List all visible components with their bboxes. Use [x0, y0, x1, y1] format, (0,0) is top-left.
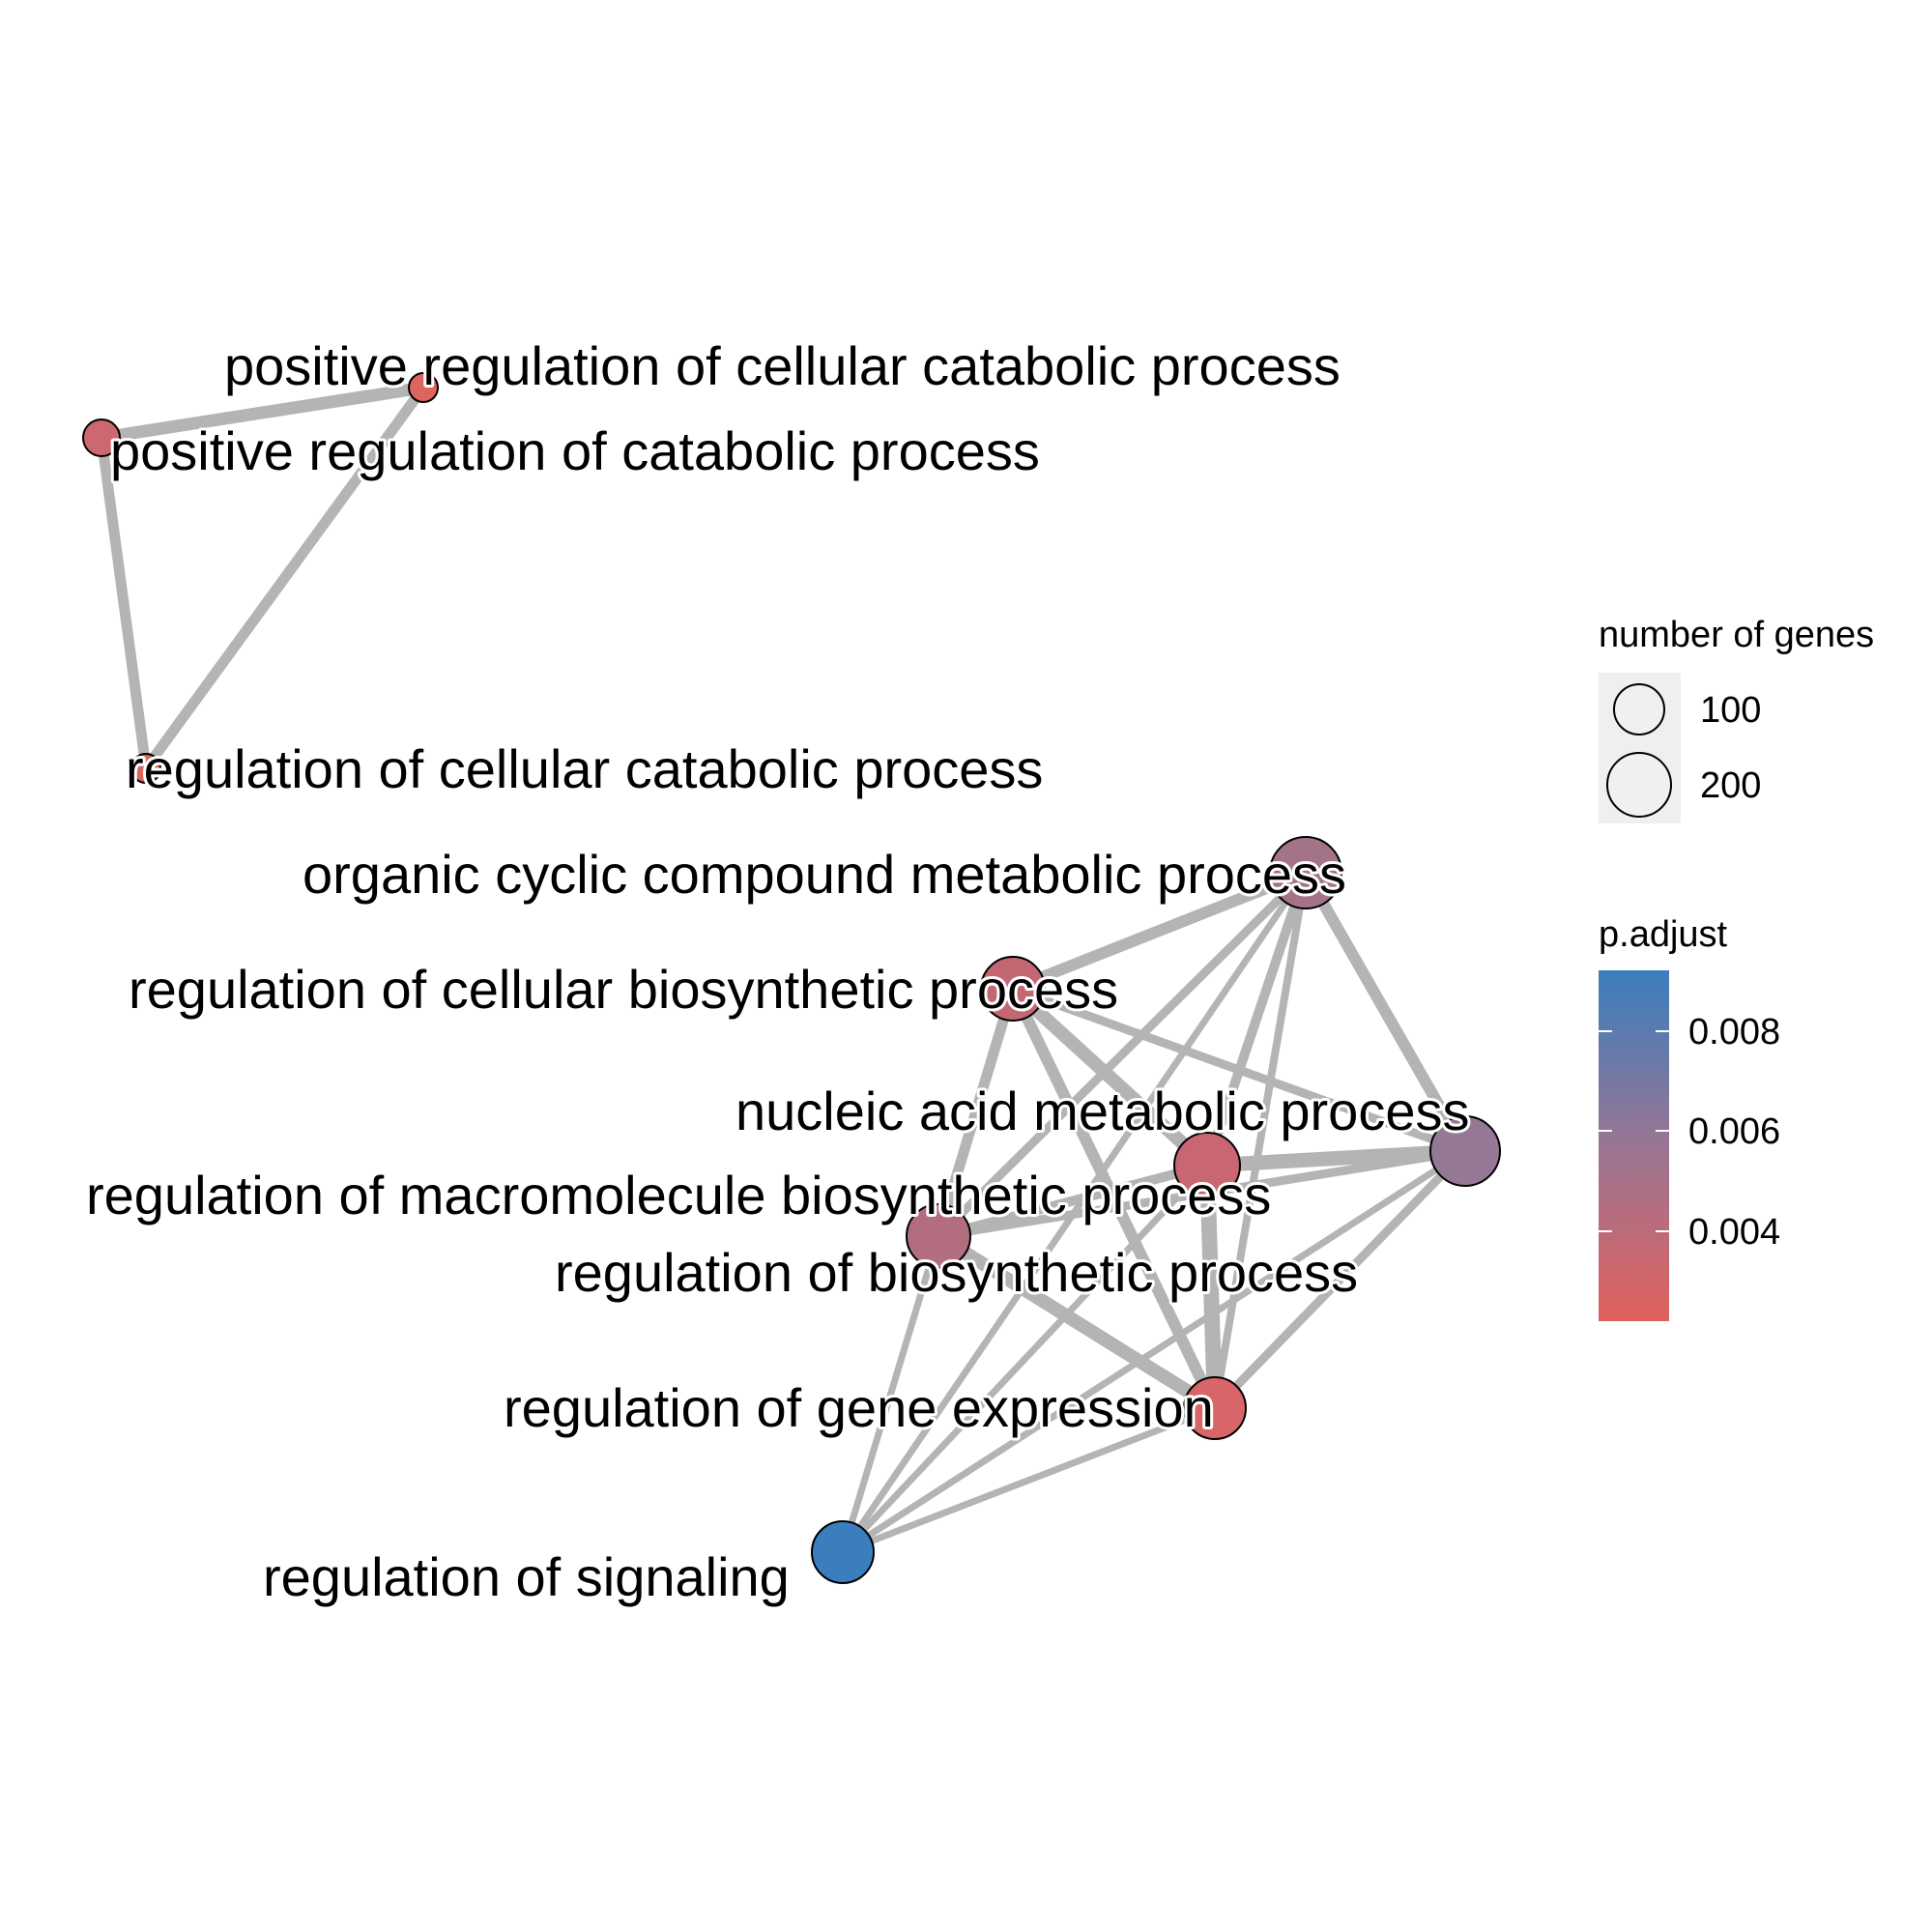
node-label-pcatab: positive regulation of catabolic process	[110, 420, 1040, 481]
color-legend-tick-label: 0.004	[1688, 1212, 1780, 1253]
node-pcatab_cell[interactable]	[408, 372, 439, 403]
node-label-occmp: organic cyclic compound metabolic proces…	[303, 844, 1346, 905]
node-label-namp: nucleic acid metabolic process	[735, 1081, 1469, 1141]
node-label-rbp: regulation of biosynthetic process	[555, 1242, 1358, 1303]
edge-pcatab_cell-pcatab	[100, 381, 425, 445]
edge-occmp-rge	[1211, 872, 1310, 1409]
edge-occmp-rbp	[1202, 871, 1311, 1168]
nodes-layer	[82, 372, 1501, 1584]
edge-pcatab_cell-rcatab_cell	[141, 384, 428, 772]
size-legend-key-small	[1613, 683, 1665, 735]
edge-occmp-namp	[1300, 870, 1471, 1154]
node-rcatab_cell[interactable]	[130, 753, 161, 784]
color-legend-bar	[1599, 970, 1669, 1321]
size-legend: number of genes 100 200	[1599, 615, 1874, 823]
node-namp[interactable]	[1429, 1115, 1501, 1187]
edge-rbp-rsig	[840, 1163, 1210, 1555]
edge-occmp-rcbp	[1010, 867, 1309, 995]
node-rbp[interactable]	[1173, 1132, 1241, 1199]
size-legend-label-100: 100	[1700, 690, 1761, 731]
node-occmp[interactable]	[1269, 836, 1342, 909]
node-label-pcatab_cell: positive regulation of cellular cataboli…	[224, 335, 1341, 396]
edge-rcbp-namp	[1011, 984, 1467, 1156]
edge-rcbp-rge	[1007, 986, 1221, 1411]
color-legend-tick-label: 0.006	[1688, 1111, 1780, 1152]
color-legend-title: p.adjust	[1599, 914, 1728, 955]
edge-occmp-rmbp	[935, 869, 1310, 1240]
size-legend-label-200: 200	[1700, 765, 1761, 806]
edge-rmbp-rge	[935, 1230, 1219, 1414]
node-rcbp[interactable]	[980, 956, 1046, 1022]
edge-rbp-rge	[1199, 1165, 1223, 1409]
node-rge[interactable]	[1183, 1376, 1247, 1440]
edge-namp-rsig	[841, 1148, 1467, 1555]
node-label-rcatab_cell: regulation of cellular catabolic process	[126, 738, 1043, 799]
node-pcatab[interactable]	[82, 418, 121, 457]
color-legend: p.adjust 0.008 0.006 0.004	[1599, 914, 1780, 1321]
edge-rcbp-rmbp	[933, 987, 1019, 1238]
node-rsig[interactable]	[811, 1520, 875, 1584]
node-label-rcbp: regulation of cellular biosynthetic proc…	[129, 959, 1118, 1020]
node-label-rsig: regulation of signaling	[263, 1546, 790, 1607]
node-label-rge: regulation of gene expression	[504, 1377, 1214, 1438]
color-legend-tick-label: 0.008	[1688, 1012, 1780, 1053]
node-label-rmbp: regulation of macromolecule biosynthetic…	[86, 1165, 1271, 1226]
edge-rge-rsig	[841, 1404, 1217, 1556]
edge-rmbp-rsig	[839, 1234, 942, 1554]
edge-pcatab-rcatab_cell	[96, 437, 152, 769]
node-rmbp[interactable]	[906, 1203, 971, 1269]
size-legend-key-large	[1606, 752, 1672, 818]
edge-rmbp-rbp	[937, 1161, 1209, 1241]
edge-namp-rge	[1211, 1147, 1469, 1412]
edge-rcbp-rbp	[1008, 983, 1212, 1171]
edge-namp-rbp	[1206, 1143, 1466, 1173]
size-legend-title: number of genes	[1599, 615, 1874, 655]
labels-layer: positive regulation of cellular cataboli…	[83, 332, 1472, 1610]
